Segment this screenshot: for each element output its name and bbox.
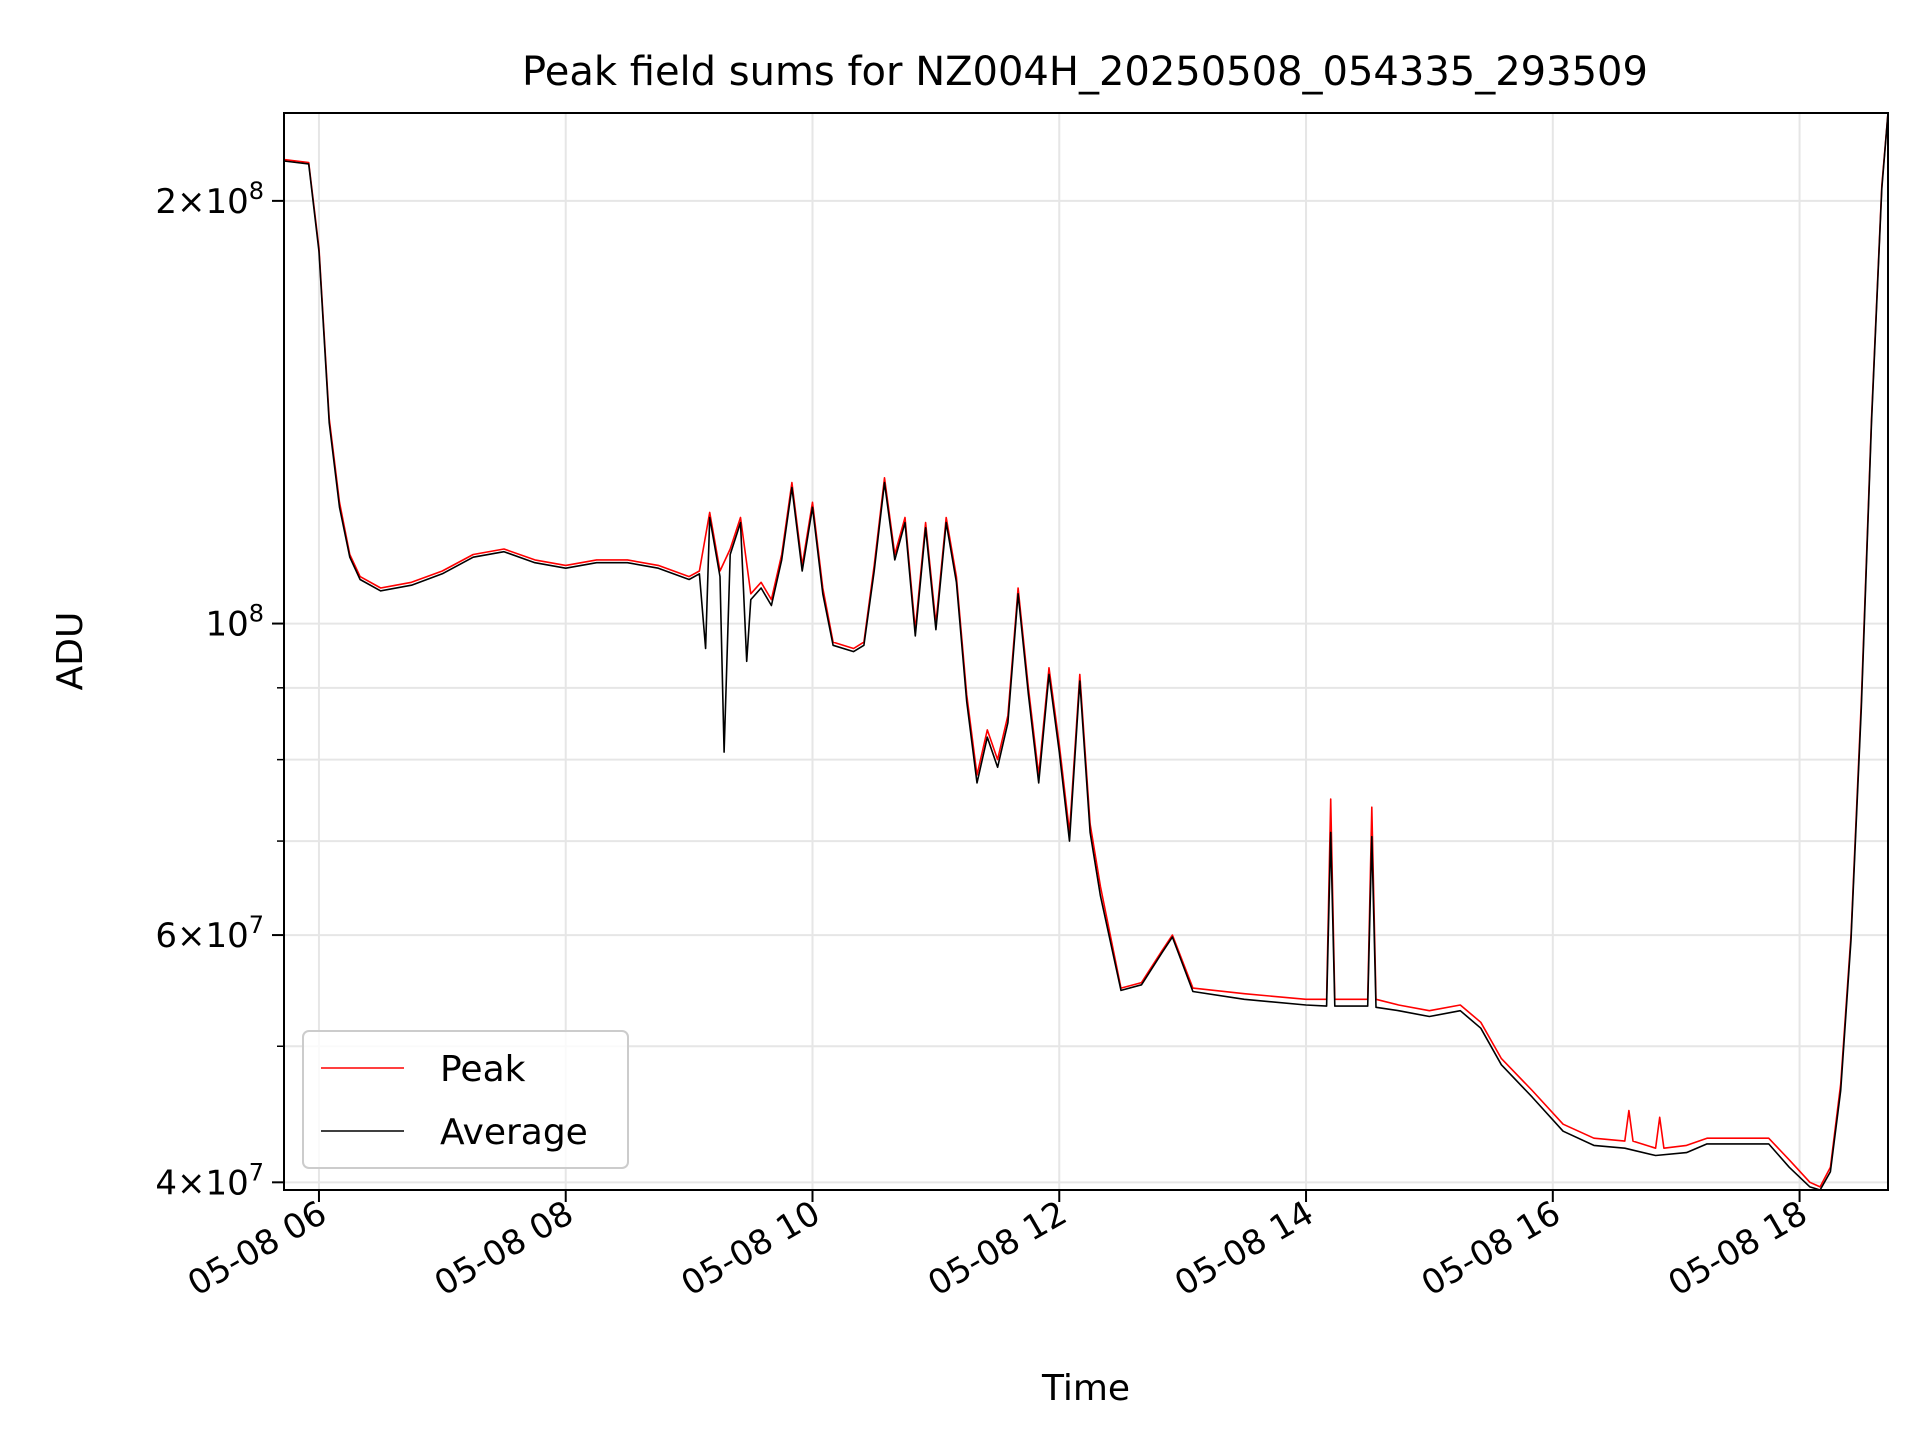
- y-axis-label: ADU: [50, 612, 91, 691]
- legend-average-label: Average: [440, 1112, 588, 1153]
- legend-frame: [302, 1030, 629, 1169]
- y-tick-label: 108: [205, 600, 264, 645]
- x-axis-label: Time: [1041, 1368, 1130, 1409]
- plot-area-frame: [283, 112, 1889, 1191]
- chart-title: Peak field sums for NZ004H_20250508_0543…: [522, 49, 1648, 95]
- y-tick-label: 2×108: [155, 177, 264, 222]
- legend-peak-label: Peak: [440, 1049, 526, 1090]
- y-tick-label: 6×107: [155, 911, 264, 956]
- legend: Peak Average: [302, 1030, 629, 1169]
- series-lines: [283, 112, 1889, 1191]
- y-tick-label: 4×107: [155, 1158, 264, 1203]
- series-line-average: [283, 112, 1889, 1191]
